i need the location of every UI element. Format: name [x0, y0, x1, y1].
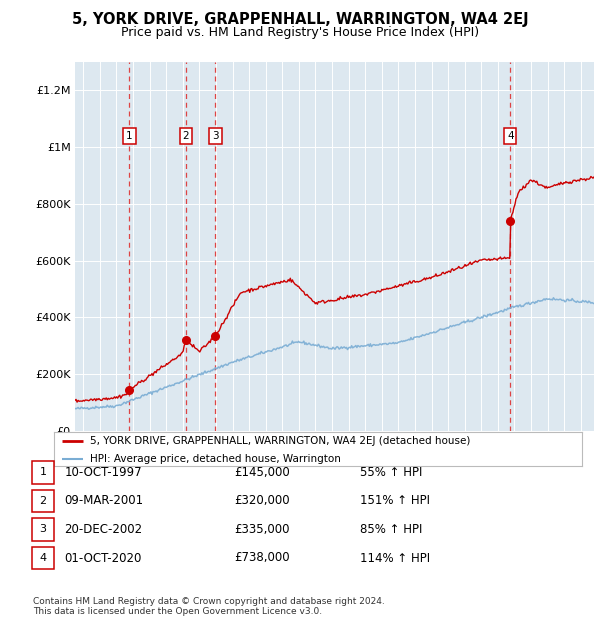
- Text: 3: 3: [40, 525, 46, 534]
- Text: £145,000: £145,000: [234, 466, 290, 479]
- Text: Contains HM Land Registry data © Crown copyright and database right 2024.
This d: Contains HM Land Registry data © Crown c…: [33, 597, 385, 616]
- Text: 10-OCT-1997: 10-OCT-1997: [64, 466, 142, 479]
- Text: 151% ↑ HPI: 151% ↑ HPI: [360, 495, 430, 507]
- Text: 09-MAR-2001: 09-MAR-2001: [64, 495, 143, 507]
- Text: £320,000: £320,000: [234, 495, 290, 507]
- Text: 5, YORK DRIVE, GRAPPENHALL, WARRINGTON, WA4 2EJ (detached house): 5, YORK DRIVE, GRAPPENHALL, WARRINGTON, …: [90, 436, 470, 446]
- Text: 5, YORK DRIVE, GRAPPENHALL, WARRINGTON, WA4 2EJ: 5, YORK DRIVE, GRAPPENHALL, WARRINGTON, …: [71, 12, 529, 27]
- Text: 20-DEC-2002: 20-DEC-2002: [64, 523, 142, 536]
- Text: 2: 2: [182, 131, 189, 141]
- Text: 55% ↑ HPI: 55% ↑ HPI: [360, 466, 422, 479]
- Text: £335,000: £335,000: [234, 523, 290, 536]
- Text: Price paid vs. HM Land Registry's House Price Index (HPI): Price paid vs. HM Land Registry's House …: [121, 26, 479, 39]
- Text: 1: 1: [126, 131, 133, 141]
- Text: £738,000: £738,000: [234, 552, 290, 564]
- Text: 01-OCT-2020: 01-OCT-2020: [64, 552, 142, 564]
- Text: 3: 3: [212, 131, 219, 141]
- Text: 114% ↑ HPI: 114% ↑ HPI: [360, 552, 430, 564]
- Text: 2: 2: [40, 496, 46, 506]
- Text: 1: 1: [40, 467, 46, 477]
- Text: 85% ↑ HPI: 85% ↑ HPI: [360, 523, 422, 536]
- Text: HPI: Average price, detached house, Warrington: HPI: Average price, detached house, Warr…: [90, 454, 341, 464]
- Text: 4: 4: [40, 553, 46, 563]
- Text: 4: 4: [507, 131, 514, 141]
